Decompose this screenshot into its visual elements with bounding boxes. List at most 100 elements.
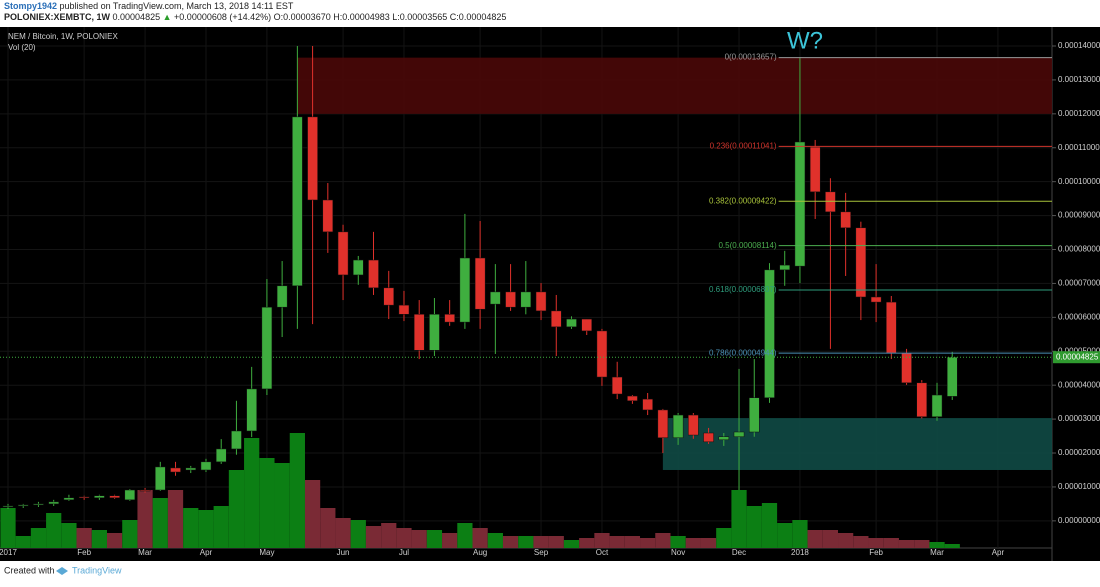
volume-bar — [457, 523, 473, 548]
candle-body — [611, 376, 623, 395]
y-tick-label: 0.00010000 — [1058, 177, 1100, 186]
volume-bar — [487, 533, 503, 548]
candle-body — [185, 467, 197, 471]
volume-bar — [167, 490, 184, 548]
volume-bar — [304, 480, 321, 548]
volume-bar — [640, 538, 656, 548]
candle-body — [155, 466, 166, 491]
volume-bar — [46, 513, 62, 548]
candle-body — [78, 496, 90, 499]
x-tick-label: Dec — [732, 548, 746, 557]
volume-bar — [183, 508, 199, 548]
created-with: Created with — [4, 565, 55, 575]
candle-body — [94, 495, 105, 499]
brand-logo — [56, 567, 68, 575]
y-tick-label: 0.00007000 — [1058, 279, 1100, 288]
candle-body — [124, 489, 136, 501]
fib-label: 0.5(0.00008114) — [718, 241, 776, 250]
candle-body — [398, 304, 410, 315]
x-tick-label: Oct — [596, 548, 609, 557]
candle-body — [139, 489, 151, 492]
volume-bar — [822, 530, 839, 548]
x-tick-label: 2018 — [791, 548, 809, 557]
x-tick-label: Jun — [337, 548, 350, 557]
volume-bar — [868, 538, 884, 548]
brand[interactable]: TradingView — [72, 565, 122, 575]
volume-bar — [502, 536, 519, 548]
volume-bar — [533, 536, 549, 548]
x-tick-label: 2017 — [0, 548, 17, 557]
y-tick-label: 0.00009000 — [1058, 211, 1100, 220]
volume-bar — [289, 433, 305, 548]
candle-body — [48, 501, 59, 505]
candle-body — [931, 394, 943, 417]
x-tick-label: Jul — [399, 548, 409, 557]
fib-label: 0.236(0.00011041) — [710, 141, 777, 150]
author[interactable]: Stompy1942 — [4, 1, 57, 11]
volume-bar — [30, 528, 47, 548]
candle-body — [307, 116, 318, 201]
candle-body — [520, 291, 532, 308]
candle-body — [413, 314, 425, 351]
ohlc: O:0.00003670 H:0.00004983 L:0.00003565 C… — [274, 12, 507, 22]
volume-bar — [228, 470, 245, 548]
volume-bar — [426, 530, 443, 548]
volume-bar — [152, 498, 168, 548]
candle-body — [733, 431, 745, 437]
candle-body — [459, 257, 471, 323]
plot: 0(0.00013657) 0.236(0.00011041) 0.382(0.00… — [0, 27, 1056, 548]
symbol-line: POLONIEX:XEMBTC, 1W 0.00004825 ▲ +0.0000… — [4, 12, 506, 22]
volume-bar — [91, 530, 107, 548]
volume-bar — [244, 438, 260, 548]
volume-bar — [929, 542, 945, 548]
volume-bar — [670, 536, 686, 548]
candle-body — [231, 430, 242, 450]
candle-body — [383, 287, 395, 306]
volume-bar — [274, 463, 290, 548]
candle-body — [33, 503, 44, 506]
candle-body — [550, 310, 562, 328]
chart-area — [0, 27, 1100, 561]
volume-bar — [609, 536, 625, 548]
candle-body — [916, 382, 928, 417]
candle-body — [276, 285, 288, 308]
fib-label: 0.382(0.00009422) — [709, 196, 777, 205]
candle-body — [642, 398, 653, 411]
candle-body — [886, 301, 897, 354]
candle-body — [2, 505, 14, 508]
candle-body — [855, 227, 867, 298]
candle-body — [794, 141, 806, 267]
candle-body — [627, 395, 638, 402]
y-tick-label: 0.00006000 — [1058, 312, 1100, 321]
x-tick-label: Feb — [869, 548, 883, 557]
volume-bar — [137, 490, 153, 548]
candle-body — [170, 467, 181, 473]
y-tick-label: 0.00000000 — [1058, 516, 1100, 525]
header-line: Stompy1942 published on TradingView.com,… — [4, 1, 294, 11]
last-price-label: 0.00004825 — [1056, 352, 1099, 361]
arrow: ▲ — [163, 12, 172, 22]
volume-bar — [579, 538, 595, 548]
chart-title: NEM / Bitcoin, 1W, POLONIEX — [8, 32, 118, 41]
candle-body — [200, 461, 212, 471]
volume-bar — [624, 536, 641, 548]
candle-body — [535, 291, 547, 312]
x-tick-label: Apr — [992, 548, 1005, 557]
volume-bar — [746, 506, 762, 548]
candle-body — [581, 318, 593, 332]
candle-body — [322, 199, 334, 233]
volume-bar — [411, 530, 427, 548]
candle-body — [292, 116, 303, 287]
candle-body — [870, 296, 882, 303]
volume-bar — [0, 508, 16, 548]
volume-bar — [716, 528, 732, 548]
volume-bar — [761, 503, 778, 548]
volume-bar — [563, 540, 580, 548]
candle-body — [672, 414, 684, 439]
published: published on TradingView.com, March 13, … — [60, 1, 294, 11]
x-tick-label: Sep — [534, 548, 549, 557]
volume-bar — [61, 523, 77, 548]
fib-label: 0.786(0.00004944) — [709, 348, 777, 357]
volume-bar — [792, 520, 808, 548]
